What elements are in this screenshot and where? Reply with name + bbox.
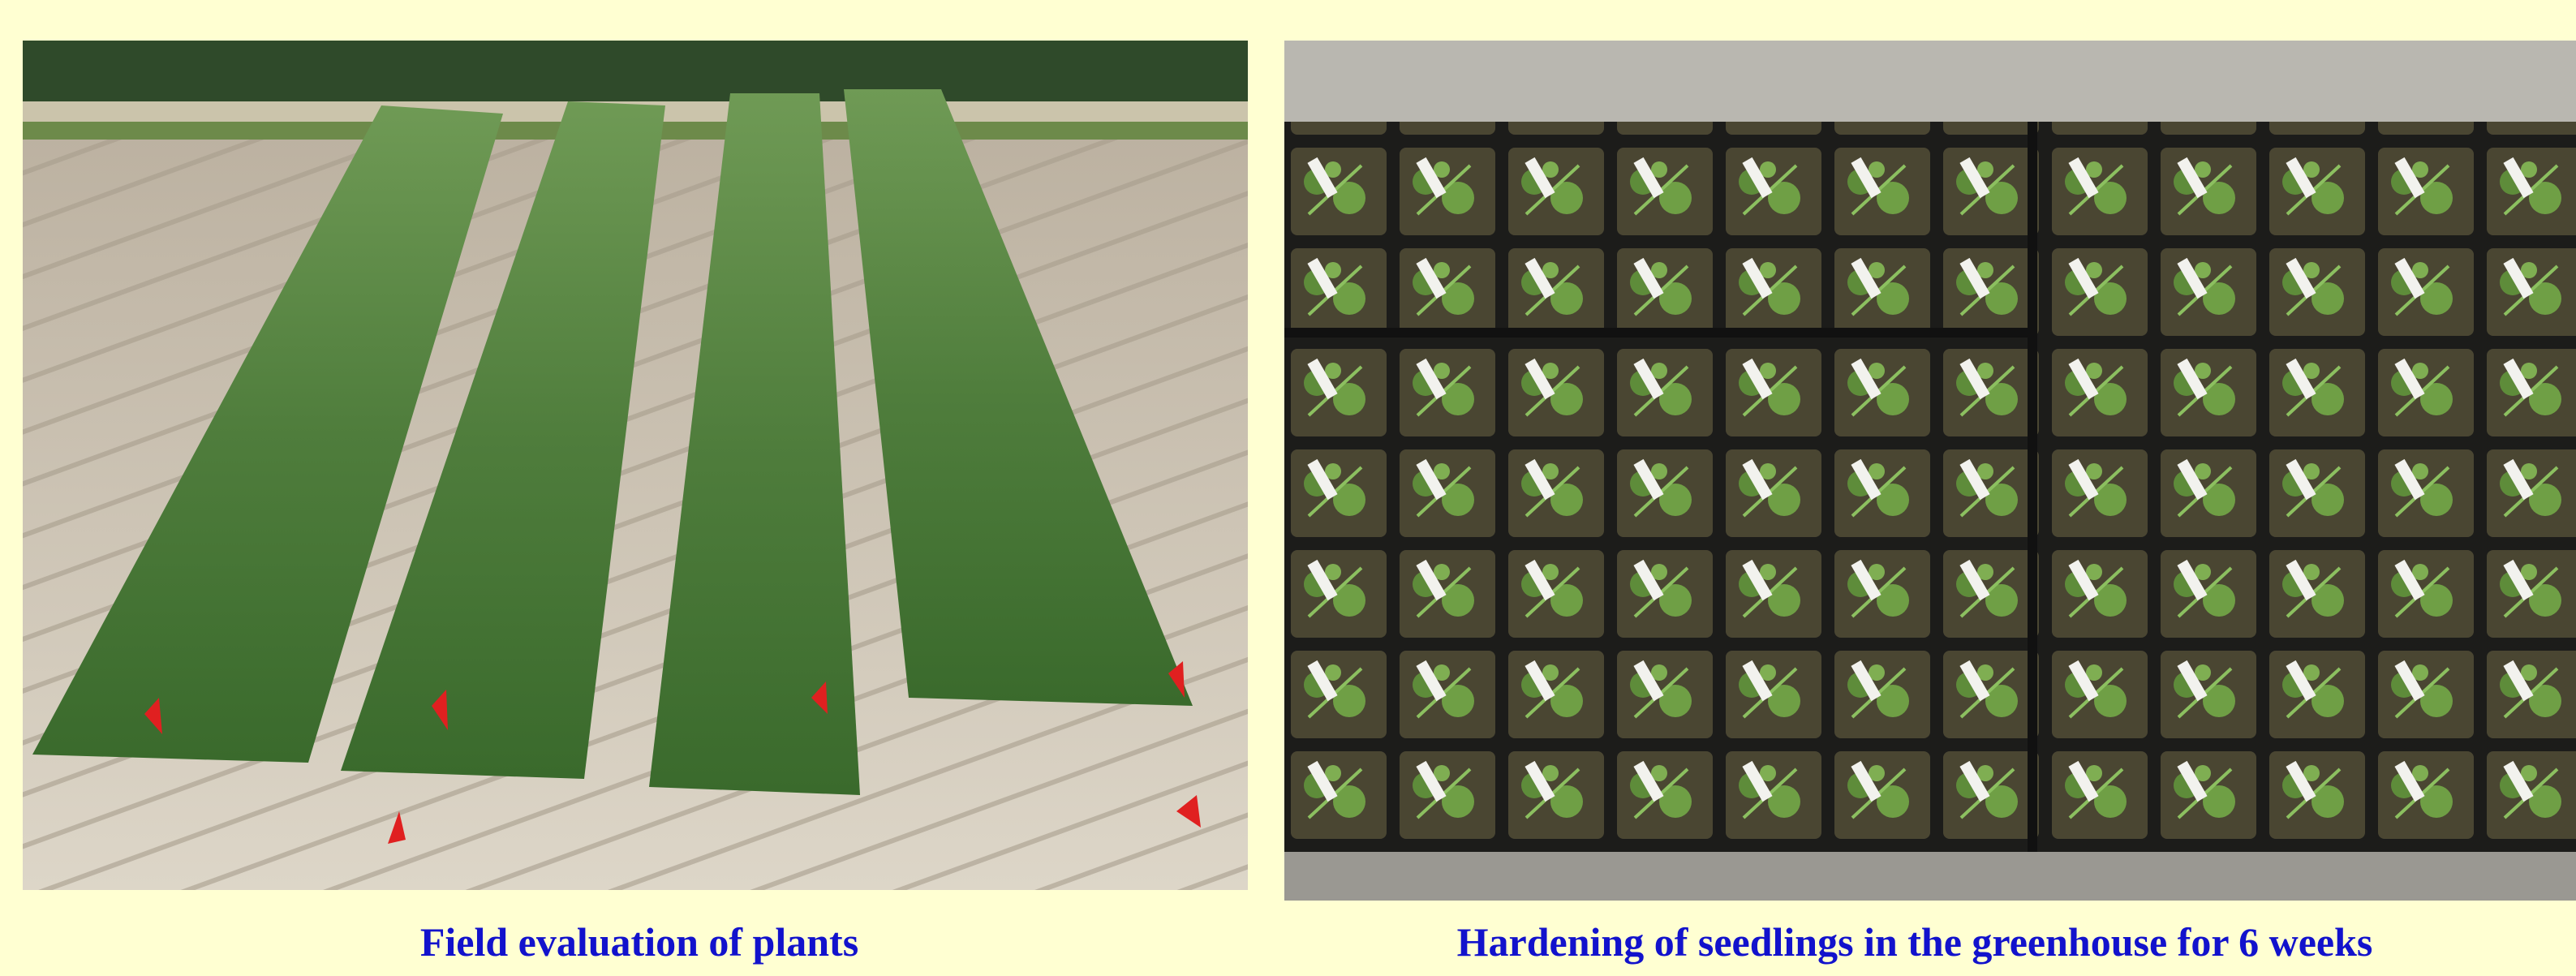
caption: Hardening of seedlings in the greenhouse…: [1457, 919, 2373, 965]
greenhouse-photo: [1284, 41, 2576, 901]
field-photo: [23, 41, 1248, 890]
caption: Field evaluation of plants: [420, 919, 858, 965]
